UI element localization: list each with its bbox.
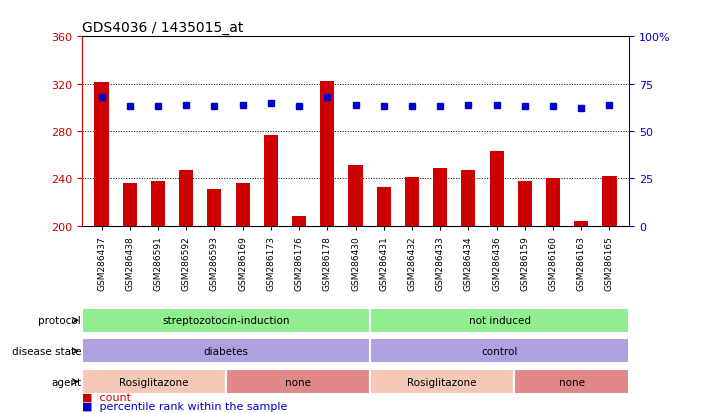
Bar [433,169,447,226]
Bar [235,184,250,226]
Text: protocol: protocol [38,316,81,325]
Text: disease state: disease state [11,346,81,356]
Text: diabetes: diabetes [203,346,248,356]
Bar [370,369,514,394]
Text: control: control [481,346,518,356]
Bar [348,166,363,226]
Bar [82,339,370,363]
Bar [370,308,629,333]
Text: Rosiglitazone: Rosiglitazone [119,377,188,387]
Text: streptozotocin-induction: streptozotocin-induction [162,316,289,325]
Bar [370,339,629,363]
Bar [208,190,221,226]
Text: none: none [559,377,584,387]
Text: ■  percentile rank within the sample: ■ percentile rank within the sample [82,401,287,411]
Text: Rosiglitazone: Rosiglitazone [407,377,476,387]
Bar [95,83,109,226]
Bar [602,177,616,226]
Bar [82,369,226,394]
Bar [514,369,629,394]
Bar [546,179,560,226]
Bar [320,82,334,226]
Bar [151,181,165,226]
Bar [405,178,419,226]
Bar [518,181,532,226]
Bar [292,217,306,226]
Text: not induced: not induced [469,316,530,325]
Bar [377,188,391,226]
Bar [264,135,278,226]
Bar [461,171,476,226]
Text: none: none [285,377,311,387]
Bar [226,369,370,394]
Bar [574,222,588,226]
Bar [490,152,503,226]
Bar [179,171,193,226]
Text: GDS4036 / 1435015_at: GDS4036 / 1435015_at [82,21,243,35]
Text: agent: agent [51,377,81,387]
Bar [123,184,137,226]
Text: ■  count: ■ count [82,392,131,402]
Bar [82,308,370,333]
